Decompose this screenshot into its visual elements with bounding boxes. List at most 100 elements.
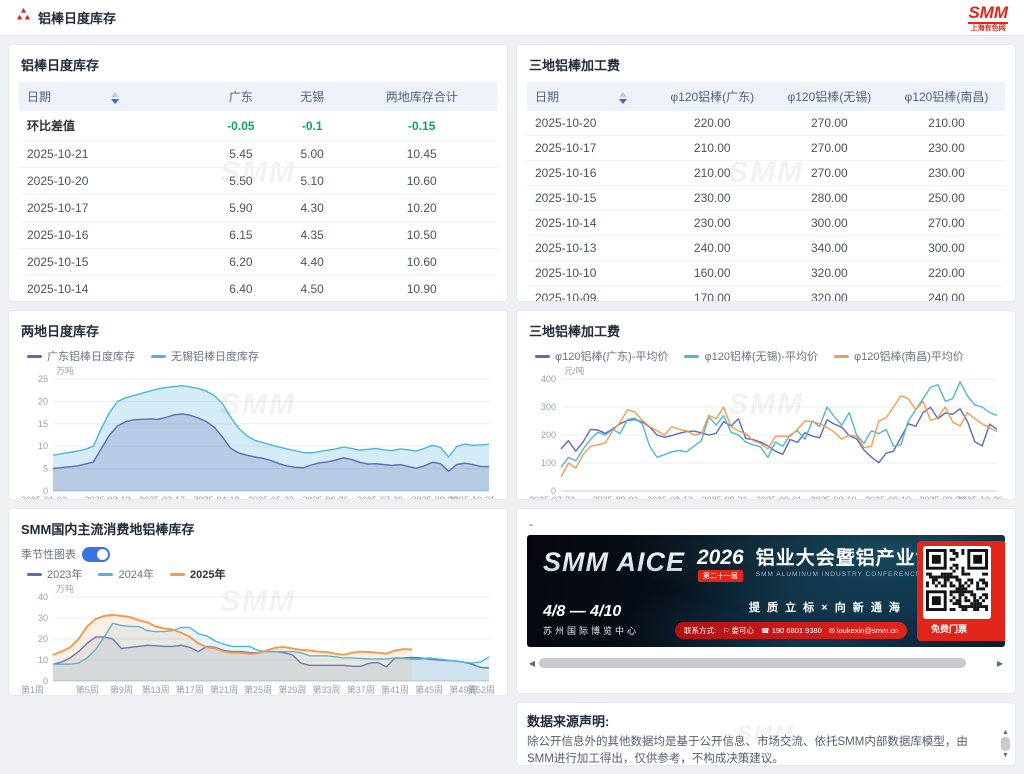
x-tick-label: 2025-05-23 [248, 495, 294, 500]
series-line [53, 622, 490, 665]
x-tick-label: 2025-04-18 [193, 495, 239, 500]
legend-item[interactable]: φ120铝棒(南昌)平均价 [833, 348, 964, 364]
panel-title-seasonal: SMM国内主流消费地铝棒库存 [21, 522, 195, 537]
x-tick-label: 2025-06-26 [302, 495, 348, 500]
banner-contact-bar: 联系方式: ⚐ 娄可心 ☎ 190 6801 9380 ✉ loukexin@s… [675, 622, 908, 639]
legend-item[interactable]: 2025年 [169, 566, 226, 582]
y-tick-label: 0 [551, 486, 556, 496]
value-cell: 5.45 [203, 140, 278, 168]
x-tick-label: 第52周 [467, 684, 495, 695]
legend-item[interactable]: 广东铝棒日度库存 [27, 348, 135, 364]
seasonal-toggle[interactable] [82, 546, 110, 562]
value-cell: 250.00 [887, 185, 1005, 211]
banner-year: 2026 [697, 546, 744, 569]
value-cell: 5.50 [203, 167, 278, 195]
x-tick-label: 2025-01-02 [21, 495, 67, 500]
x-tick-label: 2025-08-29 [411, 495, 457, 500]
smm-logo[interactable]: SMM 上海有色网 [968, 4, 1008, 32]
banner-qr-block[interactable]: 免费门票 [917, 541, 1005, 641]
value-cell: 320.00 [770, 260, 888, 286]
free-ticket-label: 免费门票 [931, 624, 968, 634]
value-cell: 220.00 [653, 111, 771, 136]
vertical-scrollbar[interactable]: ▲ ▼ [1000, 729, 1011, 759]
legend-label: 2023年 [47, 569, 83, 581]
y-tick-label: 20 [38, 634, 48, 644]
x-tick-label: 第49周 [449, 684, 477, 695]
table-row: 2025-10-13 240.00 340.00 300.00 [527, 235, 1005, 261]
value-cell: 5.00 [277, 140, 347, 168]
value-cell: 6.20 [203, 248, 278, 276]
y-tick-label: 100 [541, 458, 556, 468]
y-tick-label: 400 [541, 374, 556, 384]
value-cell: 210.00 [653, 160, 771, 186]
column-header: φ120铝棒(南昌) [887, 82, 1005, 111]
date-cell: 2025-10-14 [19, 275, 204, 301]
date-cell: 2025-10-15 [527, 185, 654, 211]
banner-edition-badge: 第二十一届 [697, 569, 743, 582]
scroll-up-arrow[interactable]: ▲ [1002, 729, 1009, 736]
page-title: 铝棒日度库存 [38, 11, 117, 26]
x-tick-label: 第37周 [347, 684, 375, 695]
legend-item[interactable]: 2023年 [27, 566, 82, 582]
top-bar: 铝棒日度库存 SMM 上海有色网 [0, 0, 1024, 36]
diff-value: -0.15 [346, 111, 497, 141]
panel-title-inventory: 铝棒日度库存 [21, 58, 100, 73]
scroll-right-arrow[interactable]: ▶ [996, 658, 1004, 668]
column-header[interactable]: 日期 [527, 82, 654, 111]
series-line [560, 406, 998, 464]
legend-item[interactable]: 无锡铝棒日度库存 [151, 348, 259, 364]
sort-icon[interactable] [111, 91, 120, 104]
series-line [52, 613, 413, 656]
legend-item[interactable]: φ120铝棒(无锡)-平均价 [684, 348, 818, 364]
contact-phone: 190 6801 9380 [771, 626, 822, 635]
column-header: 无锡 [277, 82, 347, 111]
legend-label: φ120铝棒(广东)-平均价 [555, 351, 669, 363]
value-cell: 230.00 [653, 210, 771, 236]
diff-value: -0.1 [277, 111, 347, 141]
scroll-left-arrow[interactable]: ◀ [528, 658, 536, 668]
legend-color-icon [27, 572, 42, 576]
value-cell: 160.00 [653, 260, 771, 286]
series-line [560, 381, 998, 468]
date-cell: 2025-10-16 [19, 221, 204, 249]
scroll-down-arrow[interactable]: ▼ [1002, 752, 1009, 759]
vscrollbar-thumb[interactable] [1001, 737, 1010, 751]
x-tick-label: 2025-07-23 [529, 495, 575, 500]
scrollbar-track[interactable] [539, 658, 993, 668]
value-cell: 270.00 [887, 210, 1005, 236]
panel-title-inventory-chart: 两地日度库存 [21, 324, 100, 339]
phone-icon: ☎ [760, 628, 770, 635]
sort-icon[interactable] [619, 91, 628, 104]
value-cell: 10.20 [346, 194, 497, 222]
y-tick-label: 0 [43, 676, 48, 686]
y-tick-label: 300 [541, 402, 556, 412]
value-cell: 300.00 [770, 210, 888, 236]
x-tick-label: 第13周 [142, 684, 170, 695]
scrollbar-thumb[interactable] [539, 658, 966, 668]
horizontal-scrollbar[interactable]: ◀ ▶ [527, 656, 1005, 670]
x-tick-label: 2025-10-21 [449, 495, 495, 500]
panel-banner: - SMM AICE 2026 第二十一届 铝业大会暨铝产业博览会 SMM AL… [516, 508, 1016, 694]
qr-code [923, 546, 991, 619]
column-header: φ120铝棒(无锡) [770, 82, 888, 111]
legend-item[interactable]: 2024年 [98, 566, 154, 582]
y-tick-label: 200 [541, 430, 556, 440]
date-cell: 2025-10-17 [527, 135, 654, 161]
x-tick-label: 第45周 [415, 684, 443, 695]
legend-item[interactable]: φ120铝棒(广东)-平均价 [535, 348, 668, 364]
banner-slogan: 提 质 立 标 × 向 新 通 海 [749, 602, 902, 614]
banner-venue: 苏州国际博览中心 [543, 626, 640, 636]
date-cell: 2025-10-09 [527, 285, 654, 301]
legend-label: 2025年 [189, 569, 226, 581]
conference-banner-ad[interactable]: SMM AICE 2026 第二十一届 铝业大会暨铝产业博览会 SMM ALUM… [527, 535, 1005, 647]
declaration-title: 数据来源声明: [527, 714, 610, 729]
column-header[interactable]: 日期 [19, 82, 204, 111]
mail-icon: ✉ [828, 628, 835, 635]
y-tick-label: 25 [38, 374, 48, 384]
value-cell: 340.00 [770, 235, 888, 261]
series-area [53, 614, 413, 681]
value-cell: 4.50 [277, 275, 347, 301]
x-tick-label: 2025-09-10 [810, 495, 856, 500]
value-cell: 5.10 [277, 167, 347, 195]
